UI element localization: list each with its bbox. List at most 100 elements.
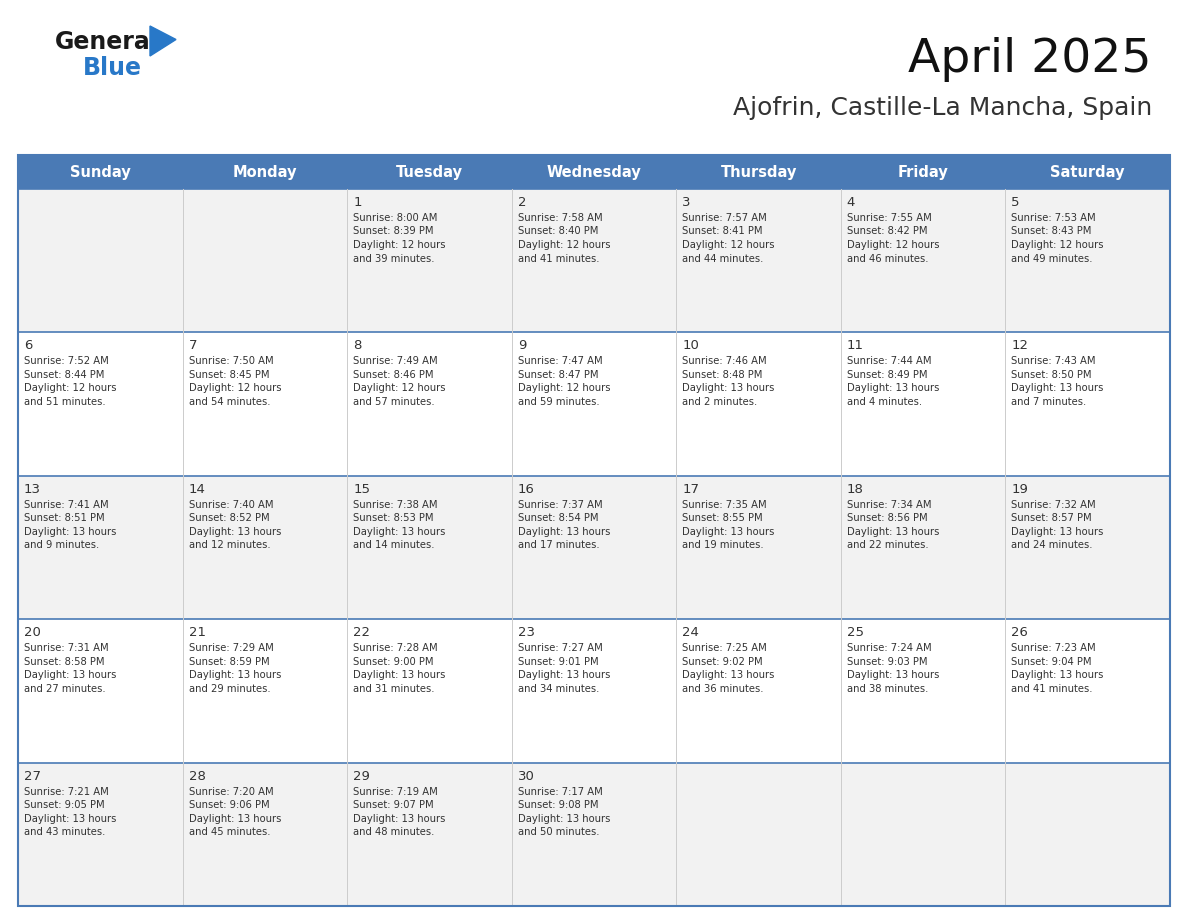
Text: 29: 29 (353, 769, 369, 783)
Text: 21: 21 (189, 626, 206, 639)
Text: Sunset: 8:49 PM: Sunset: 8:49 PM (847, 370, 928, 380)
Text: and 41 minutes.: and 41 minutes. (1011, 684, 1093, 694)
Text: Sunrise: 7:24 AM: Sunrise: 7:24 AM (847, 644, 931, 654)
Text: Sunset: 8:47 PM: Sunset: 8:47 PM (518, 370, 599, 380)
Text: 5: 5 (1011, 196, 1020, 209)
Text: Sunset: 9:07 PM: Sunset: 9:07 PM (353, 800, 434, 810)
Text: Sunset: 9:02 PM: Sunset: 9:02 PM (682, 656, 763, 666)
Text: 27: 27 (24, 769, 42, 783)
Text: Sunset: 8:57 PM: Sunset: 8:57 PM (1011, 513, 1092, 523)
Text: Sunset: 8:54 PM: Sunset: 8:54 PM (518, 513, 599, 523)
Text: 6: 6 (24, 340, 32, 353)
Bar (18, 155, 1170, 189)
Text: Sunset: 8:51 PM: Sunset: 8:51 PM (24, 513, 105, 523)
Text: Sunrise: 7:31 AM: Sunrise: 7:31 AM (24, 644, 108, 654)
Text: Sunset: 9:08 PM: Sunset: 9:08 PM (518, 800, 599, 810)
Text: Daylight: 12 hours: Daylight: 12 hours (682, 240, 775, 250)
Text: Daylight: 12 hours: Daylight: 12 hours (353, 240, 446, 250)
Text: and 9 minutes.: and 9 minutes. (24, 541, 100, 550)
Text: and 57 minutes.: and 57 minutes. (353, 397, 435, 407)
Text: Sunrise: 7:37 AM: Sunrise: 7:37 AM (518, 499, 602, 509)
Text: and 7 minutes.: and 7 minutes. (1011, 397, 1087, 407)
Text: and 31 minutes.: and 31 minutes. (353, 684, 435, 694)
Text: 20: 20 (24, 626, 40, 639)
Text: and 17 minutes.: and 17 minutes. (518, 541, 599, 550)
Text: Sunrise: 8:00 AM: Sunrise: 8:00 AM (353, 213, 437, 223)
Text: and 4 minutes.: and 4 minutes. (847, 397, 922, 407)
Text: Sunrise: 7:38 AM: Sunrise: 7:38 AM (353, 499, 437, 509)
Text: Daylight: 13 hours: Daylight: 13 hours (353, 813, 446, 823)
Text: Sunset: 9:05 PM: Sunset: 9:05 PM (24, 800, 105, 810)
Text: and 14 minutes.: and 14 minutes. (353, 541, 435, 550)
Text: 4: 4 (847, 196, 855, 209)
Text: Thursday: Thursday (720, 164, 797, 180)
Text: Sunrise: 7:47 AM: Sunrise: 7:47 AM (518, 356, 602, 366)
Text: Sunset: 9:06 PM: Sunset: 9:06 PM (189, 800, 270, 810)
Text: Daylight: 13 hours: Daylight: 13 hours (847, 384, 940, 394)
Text: Daylight: 13 hours: Daylight: 13 hours (518, 670, 611, 680)
Text: Daylight: 13 hours: Daylight: 13 hours (353, 670, 446, 680)
Text: Sunset: 8:53 PM: Sunset: 8:53 PM (353, 513, 434, 523)
Text: Daylight: 13 hours: Daylight: 13 hours (189, 670, 280, 680)
Text: 8: 8 (353, 340, 361, 353)
Text: 3: 3 (682, 196, 690, 209)
Text: 10: 10 (682, 340, 700, 353)
Text: 1: 1 (353, 196, 361, 209)
Text: and 24 minutes.: and 24 minutes. (1011, 541, 1093, 550)
Text: Sunrise: 7:19 AM: Sunrise: 7:19 AM (353, 787, 438, 797)
Text: Sunset: 8:46 PM: Sunset: 8:46 PM (353, 370, 434, 380)
Text: Sunset: 8:48 PM: Sunset: 8:48 PM (682, 370, 763, 380)
Text: Daylight: 13 hours: Daylight: 13 hours (353, 527, 446, 537)
Text: Sunrise: 7:52 AM: Sunrise: 7:52 AM (24, 356, 109, 366)
Text: and 39 minutes.: and 39 minutes. (353, 253, 435, 263)
Text: 14: 14 (189, 483, 206, 496)
Text: and 48 minutes.: and 48 minutes. (353, 827, 435, 837)
Text: and 41 minutes.: and 41 minutes. (518, 253, 599, 263)
Text: 11: 11 (847, 340, 864, 353)
Text: and 44 minutes.: and 44 minutes. (682, 253, 764, 263)
Text: 15: 15 (353, 483, 371, 496)
Text: Sunrise: 7:28 AM: Sunrise: 7:28 AM (353, 644, 437, 654)
Text: 25: 25 (847, 626, 864, 639)
Text: Daylight: 13 hours: Daylight: 13 hours (1011, 527, 1104, 537)
Text: Daylight: 13 hours: Daylight: 13 hours (24, 670, 116, 680)
Text: 30: 30 (518, 769, 535, 783)
Text: Sunset: 8:55 PM: Sunset: 8:55 PM (682, 513, 763, 523)
Text: Daylight: 13 hours: Daylight: 13 hours (847, 527, 940, 537)
Text: Sunrise: 7:49 AM: Sunrise: 7:49 AM (353, 356, 437, 366)
Text: 24: 24 (682, 626, 700, 639)
Text: 13: 13 (24, 483, 42, 496)
Bar (18, 189, 1170, 332)
Text: 23: 23 (518, 626, 535, 639)
Text: Sunset: 8:52 PM: Sunset: 8:52 PM (189, 513, 270, 523)
Text: and 27 minutes.: and 27 minutes. (24, 684, 106, 694)
Text: Sunrise: 7:34 AM: Sunrise: 7:34 AM (847, 499, 931, 509)
Text: Daylight: 13 hours: Daylight: 13 hours (518, 527, 611, 537)
Text: Sunrise: 7:58 AM: Sunrise: 7:58 AM (518, 213, 602, 223)
Text: Daylight: 13 hours: Daylight: 13 hours (24, 527, 116, 537)
Text: and 2 minutes.: and 2 minutes. (682, 397, 758, 407)
Text: Sunset: 8:40 PM: Sunset: 8:40 PM (518, 227, 598, 237)
Text: and 38 minutes.: and 38 minutes. (847, 684, 928, 694)
Bar (18, 620, 1170, 763)
Text: Sunrise: 7:43 AM: Sunrise: 7:43 AM (1011, 356, 1095, 366)
Text: Sunset: 8:44 PM: Sunset: 8:44 PM (24, 370, 105, 380)
Text: Sunset: 8:56 PM: Sunset: 8:56 PM (847, 513, 928, 523)
Text: Sunday: Sunday (70, 164, 131, 180)
Text: Sunrise: 7:21 AM: Sunrise: 7:21 AM (24, 787, 109, 797)
Text: and 50 minutes.: and 50 minutes. (518, 827, 599, 837)
Text: Saturday: Saturday (1050, 164, 1125, 180)
Text: 18: 18 (847, 483, 864, 496)
Text: 28: 28 (189, 769, 206, 783)
Text: Daylight: 12 hours: Daylight: 12 hours (518, 240, 611, 250)
Text: Daylight: 12 hours: Daylight: 12 hours (353, 384, 446, 394)
Text: Sunrise: 7:53 AM: Sunrise: 7:53 AM (1011, 213, 1097, 223)
Text: and 46 minutes.: and 46 minutes. (847, 253, 928, 263)
Text: Daylight: 13 hours: Daylight: 13 hours (847, 670, 940, 680)
Text: Daylight: 12 hours: Daylight: 12 hours (24, 384, 116, 394)
Bar (18, 763, 1170, 906)
Text: Sunrise: 7:46 AM: Sunrise: 7:46 AM (682, 356, 767, 366)
Text: Sunset: 9:04 PM: Sunset: 9:04 PM (1011, 656, 1092, 666)
Text: April 2025: April 2025 (909, 38, 1152, 83)
Text: Sunrise: 7:23 AM: Sunrise: 7:23 AM (1011, 644, 1097, 654)
